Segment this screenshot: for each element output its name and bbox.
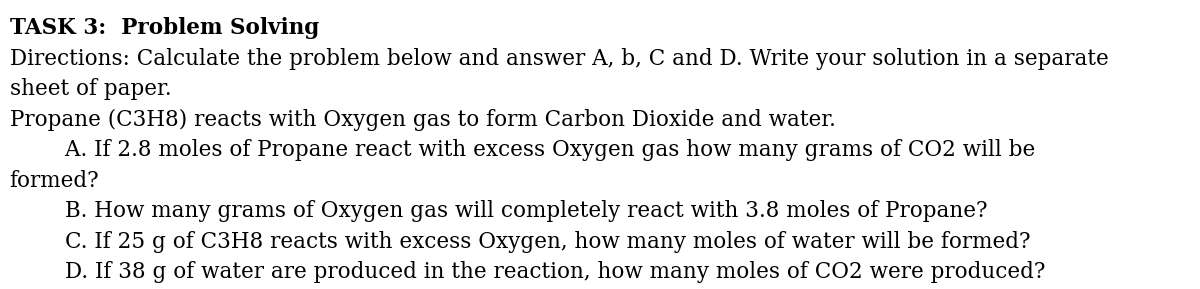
Text: A. If 2.8 moles of Propane react with excess Oxygen gas how many grams of CO2 wi: A. If 2.8 moles of Propane react with ex… <box>10 139 1034 161</box>
Text: Propane (C3H8) reacts with Oxygen gas to form Carbon Dioxide and water.: Propane (C3H8) reacts with Oxygen gas to… <box>10 109 835 131</box>
Text: TASK 3:  Problem Solving: TASK 3: Problem Solving <box>10 17 319 39</box>
Text: formed?: formed? <box>10 170 100 192</box>
Text: D. If 38 g of water are produced in the reaction, how many moles of CO2 were pro: D. If 38 g of water are produced in the … <box>10 261 1045 283</box>
Text: Directions: Calculate the problem below and answer A, b, C and D. Write your sol: Directions: Calculate the problem below … <box>10 48 1109 70</box>
Text: sheet of paper.: sheet of paper. <box>10 78 172 100</box>
Text: B. How many grams of Oxygen gas will completely react with 3.8 moles of Propane?: B. How many grams of Oxygen gas will com… <box>10 200 988 222</box>
Text: C. If 25 g of C3H8 reacts with excess Oxygen, how many moles of water will be fo: C. If 25 g of C3H8 reacts with excess Ox… <box>10 231 1030 253</box>
